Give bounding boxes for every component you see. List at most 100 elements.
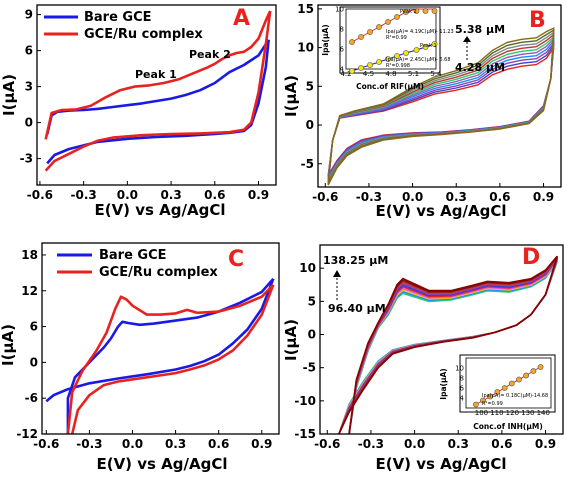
y-tick-label: 10 (297, 41, 314, 55)
panel-a-yticks: -3 0 3 6 9 (20, 8, 41, 166)
inset-data-point (367, 29, 373, 35)
inset-data-point (376, 24, 382, 30)
legend-label-bare-gce: Bare GCE (99, 248, 167, 263)
panel-b-inset-content: 4.2 4.5 4.8 5.1 5.4 4 6 8 10 (335, 6, 442, 79)
inset-data-point (367, 62, 373, 68)
inset-axes-frame (345, 8, 437, 70)
legend-label-ru-complex: GCE/Ru complex (99, 265, 218, 280)
annotation-peak-2: Peak 2 (189, 48, 231, 61)
inset-peak-1-label: Peak 1 (420, 43, 437, 49)
panel-d-inset-xlabel: Conc.of INH(µM) (473, 422, 543, 431)
panel-d-xlabel: E(V) vs Ag/AgCl (375, 455, 506, 473)
y-tick-label: 0 (30, 355, 38, 369)
panel-c-axes-frame (41, 242, 280, 435)
x-tick-label: 0.6 (489, 190, 510, 204)
inset-data-point (349, 68, 355, 74)
panel-d-xticks: -0.6 -0.3 0.0 0.3 0.6 0.9 (314, 430, 556, 451)
panel-b-inset: 4.2 4.5 4.8 5.1 5.4 4 6 8 10 Conc.of RIF(µM) Ipa… (321, 6, 454, 92)
y-tick-label: -3 (20, 152, 33, 166)
inset-peak-2-label: Peak 2 (400, 9, 417, 15)
annotation-arrowhead (333, 270, 341, 277)
panel-d-axes-frame (319, 244, 564, 435)
inset-y-tick-label: 6 (460, 385, 465, 393)
inset-peak-2-equation: Ipa(µA)= 4.19C(µM)- 11.23 (386, 29, 454, 35)
panel-d-inset-ylabel: Ipa(µA) (439, 368, 448, 399)
y-tick-label: -5 (303, 361, 316, 375)
panel-c-ylabel: I(µA) (0, 324, 17, 366)
x-tick-label: 0.6 (491, 437, 512, 451)
inset-y-tick-label: 8 (460, 375, 464, 383)
inset-x-tick-label: 5.1 (408, 70, 419, 78)
y-tick-label: 15 (297, 2, 314, 16)
panel-b-curves (327, 26, 555, 186)
inset-data-point (358, 65, 364, 71)
inset-data-point (537, 364, 544, 370)
inset-data-point (394, 53, 400, 59)
y-tick-label: 5 (308, 294, 316, 308)
inset-data-point (480, 397, 486, 404)
panel-a-xlabel: E(V) vs Ag/AgCl (94, 201, 225, 219)
panel-c-letter: C (228, 247, 244, 272)
inset-data-point (523, 372, 530, 379)
inset-y-tick-label: 4 (460, 395, 465, 403)
inset-y-tick-label: 6 (340, 46, 345, 54)
inset-y-tick-label: 10 (455, 365, 464, 373)
panel-d-ylabel: I(µA) (282, 319, 300, 361)
x-tick-label: 0.0 (404, 437, 425, 451)
inset-x-tick-label: 120 (506, 409, 519, 417)
inset-data-point (385, 19, 391, 25)
inset-y-tick-label: 4 (340, 66, 345, 74)
x-tick-label: 0.9 (535, 437, 556, 451)
panel-b-yticks: -5 0 5 10 15 (297, 2, 322, 171)
x-tick-label: -0.6 (27, 188, 53, 202)
x-tick-label: -0.6 (33, 437, 59, 451)
cv-trace-bare-gce-reverse (45, 278, 275, 403)
x-tick-label: -0.3 (356, 190, 382, 204)
inset-x-tick-label: 4.5 (363, 70, 374, 78)
inset-data-point (403, 50, 409, 56)
panel-d: -0.6 -0.3 0.0 0.3 0.6 0.9 -15 -10 -5 0 5 10 E(V) v… (282, 244, 564, 473)
x-tick-label: 0.9 (533, 190, 554, 204)
panel-b-axes-frame (317, 4, 562, 188)
inset-fit-line (351, 43, 435, 72)
y-tick-label: -10 (294, 394, 316, 408)
annotation-conc-low: 4.28 µM (455, 61, 505, 74)
cv-trace-gce-ru-complex-reverse (44, 10, 272, 172)
inset-data-point (358, 34, 364, 40)
cv-trace-rif-10 (327, 26, 555, 186)
y-tick-label: -12 (16, 427, 38, 441)
inset-fit-line (351, 8, 435, 43)
x-tick-label: 0.9 (248, 188, 269, 202)
inset-data-point (385, 56, 391, 62)
x-tick-label: 0.6 (208, 437, 229, 451)
inset-data-point (413, 47, 420, 53)
inset-data-point (487, 393, 494, 400)
inset-data-point (394, 14, 400, 20)
inset-data-point (403, 9, 409, 15)
x-tick-label: 0.3 (160, 188, 181, 202)
x-tick-label: -0.3 (358, 437, 384, 451)
cv-trace-bare-gce-reverse (46, 39, 270, 165)
panel-a-legend: Bare GCE GCE/Ru complex (44, 10, 203, 42)
panel-b-inset-xlabel: Conc.of RIF(µM) (356, 82, 424, 91)
annotation-conc-high: 138.25 µM (323, 254, 388, 267)
inset-x-tick-label: 140 (537, 409, 550, 417)
inset-equation: Ipa(µA)= 0.18C(µM)-14.68 (482, 393, 548, 399)
panel-c: -0.6 -0.3 0.0 0.3 0.6 0.9 -12 -6 0 6 12 18 E(V) vs… (0, 242, 280, 473)
panel-b-ylabel: I(µA) (282, 75, 300, 117)
inset-data-point (422, 44, 429, 50)
panel-a: -0.6 -0.3 0.0 0.3 0.6 0.9 -3 0 3 6 9 E(V) vs Ag/A… (0, 4, 277, 219)
inset-peak-1-r2: R²=0.998 (386, 63, 410, 69)
inset-x-tick-label: 130 (521, 409, 534, 417)
y-tick-label: 0 (308, 328, 316, 342)
cv-trace-gce-ru-complex-reverse (70, 284, 275, 435)
x-tick-label: 0.0 (122, 437, 143, 451)
panel-d-yticks: -15 -10 -5 0 5 10 (294, 261, 324, 441)
panel-b-inset-ylabel: Ipa(µA) (321, 24, 330, 55)
inset-data-point (376, 59, 382, 65)
inset-peak-1-equation: Ipa(µA)= 2.45C(µM)- 6.68 (386, 57, 451, 63)
annotation-peak-1: Peak 1 (135, 68, 177, 81)
y-tick-label: 5 (306, 79, 314, 93)
inset-axes-frame (465, 357, 552, 409)
